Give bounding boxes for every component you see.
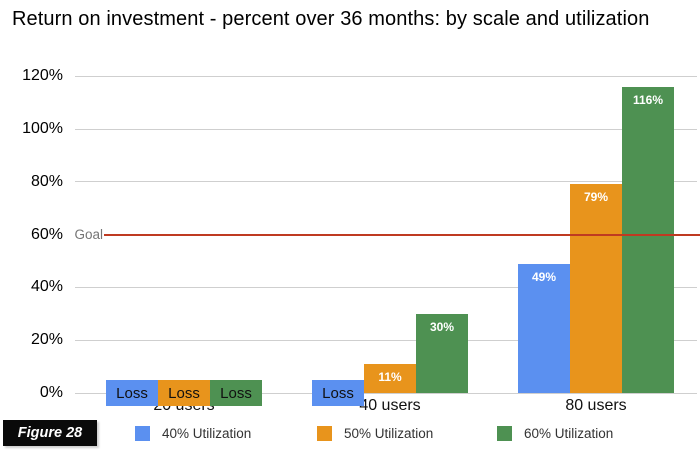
legend-label: 60% Utilization <box>524 425 614 441</box>
y-axis-tick-label: 100% <box>22 120 63 137</box>
legend-item: 60% Utilization <box>497 424 613 442</box>
gridline <box>75 286 697 288</box>
x-axis-category-label: 40 users <box>359 397 421 414</box>
bar-60--utilization: Loss <box>210 380 262 406</box>
bar-value-label: 49% <box>531 269 557 284</box>
bar-loss-label: Loss <box>116 384 148 402</box>
bar-50--utilization: Loss <box>158 380 210 406</box>
bar-value-label: 11% <box>378 369 402 384</box>
y-axis-tick-label: 20% <box>30 331 63 349</box>
gridline <box>75 392 697 394</box>
y-axis-tick-label: 120% <box>22 67 63 85</box>
bar-40--utilization: Loss <box>106 380 158 406</box>
gridline <box>75 181 697 183</box>
figure-caption-badge: Figure 28 <box>3 420 97 446</box>
goal-line-label: Goal <box>74 226 103 242</box>
bar-50--utilization: 11% <box>364 363 416 393</box>
bar-60--utilization: 30% <box>416 313 468 393</box>
bar-value-label: 30% <box>429 319 455 334</box>
y-axis-tick-label: 0% <box>39 384 63 401</box>
bar-60--utilization: 116% <box>622 86 674 393</box>
legend-item: 40% Utilization <box>135 424 251 442</box>
goal-line <box>104 233 700 236</box>
chart-legend: 40% Utilization 50% Utilization 60% Utiliz… <box>0 424 700 444</box>
legend-swatch <box>317 425 332 441</box>
legend-label: 50% Utilization <box>344 425 434 441</box>
bar-40--utilization: Loss <box>312 380 364 406</box>
gridline <box>75 75 697 77</box>
x-axis-category-label: 80 users <box>565 397 627 414</box>
legend-swatch <box>135 425 150 441</box>
gridline <box>75 128 697 130</box>
bar-value-label: 79% <box>583 190 609 205</box>
y-axis-tick-label: 60% <box>30 225 63 243</box>
legend-item: 50% Utilization <box>317 424 433 442</box>
bar-value-label: 116% <box>632 92 664 107</box>
legend-label: 40% Utilization <box>162 425 252 441</box>
bar-loss-label: Loss <box>322 384 354 402</box>
bar-40--utilization: 49% <box>518 263 570 393</box>
legend-swatch <box>497 425 512 441</box>
chart-title: Return on investment - percent over 36 m… <box>12 8 650 30</box>
y-axis-tick-label: 80% <box>30 172 63 190</box>
y-axis-tick-label: 40% <box>30 278 63 296</box>
bar-50--utilization: 79% <box>570 184 622 393</box>
gridline <box>75 339 697 341</box>
bar-loss-label: Loss <box>168 384 200 402</box>
bar-loss-label: Loss <box>220 384 252 402</box>
